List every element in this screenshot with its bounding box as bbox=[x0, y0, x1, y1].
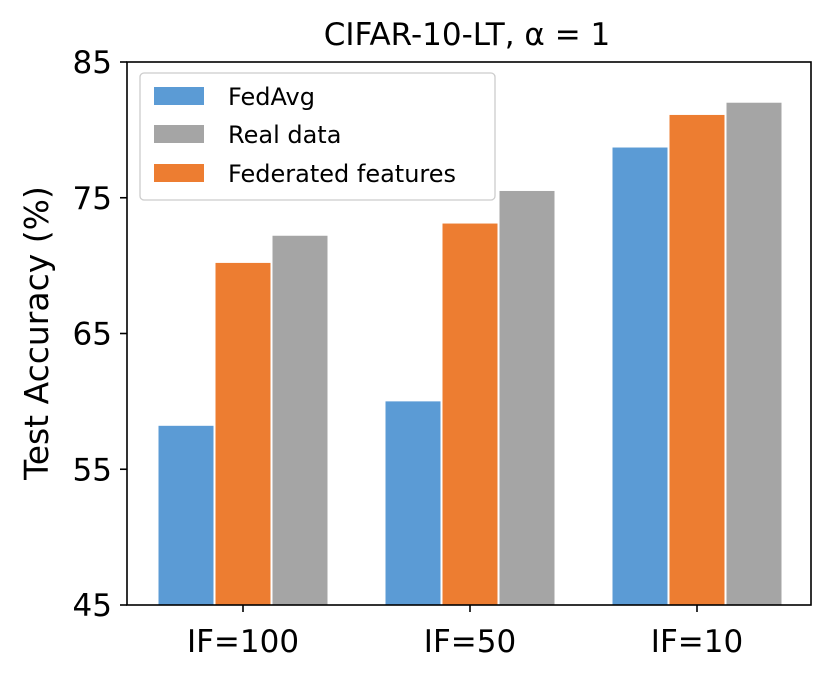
bar-federated-features-if100 bbox=[215, 262, 271, 605]
bar-federated-features-if50 bbox=[442, 223, 498, 606]
y-tick-label-75: 75 bbox=[73, 181, 112, 217]
y-tick-label-85: 85 bbox=[73, 45, 112, 81]
bar-fedavg-if50 bbox=[385, 401, 441, 605]
legend-swatch-federated-features bbox=[154, 164, 204, 182]
y-axis-ticks: 45 55 65 75 85 bbox=[73, 45, 127, 624]
bars-group bbox=[158, 102, 782, 606]
y-tick-label-45: 45 bbox=[73, 588, 112, 624]
chart-title: CIFAR-10-LT, α = 1 bbox=[324, 17, 611, 53]
legend: FedAvg Real data Federated features bbox=[139, 72, 496, 201]
legend-frame bbox=[139, 72, 496, 201]
legend-label-real-data: Real data bbox=[228, 121, 341, 149]
bar-federated-features-if10 bbox=[669, 114, 725, 605]
y-tick-label-65: 65 bbox=[73, 317, 112, 353]
legend-swatch-real-data bbox=[154, 125, 204, 143]
plot-frame bbox=[126, 61, 812, 606]
legend-swatch-fedavg bbox=[154, 87, 204, 105]
bar-real-data-if10 bbox=[726, 102, 782, 605]
x-tick-label-if100: IF=100 bbox=[187, 624, 299, 660]
x-tick-label-if50: IF=50 bbox=[424, 624, 516, 660]
bar-fedavg-if100 bbox=[158, 425, 214, 605]
legend-label-fedavg: FedAvg bbox=[228, 83, 315, 111]
bar-real-data-if50 bbox=[499, 190, 555, 605]
y-tick-label-55: 55 bbox=[73, 452, 112, 488]
bar-real-data-if100 bbox=[272, 235, 328, 605]
legend-label-federated-features: Federated features bbox=[228, 160, 456, 188]
x-tick-label-if10: IF=10 bbox=[651, 624, 743, 660]
x-axis-ticks: IF=100 IF=50 IF=10 bbox=[187, 605, 743, 660]
bar-fedavg-if10 bbox=[612, 147, 668, 605]
y-axis-label: Test Accuracy (%) bbox=[17, 186, 56, 481]
